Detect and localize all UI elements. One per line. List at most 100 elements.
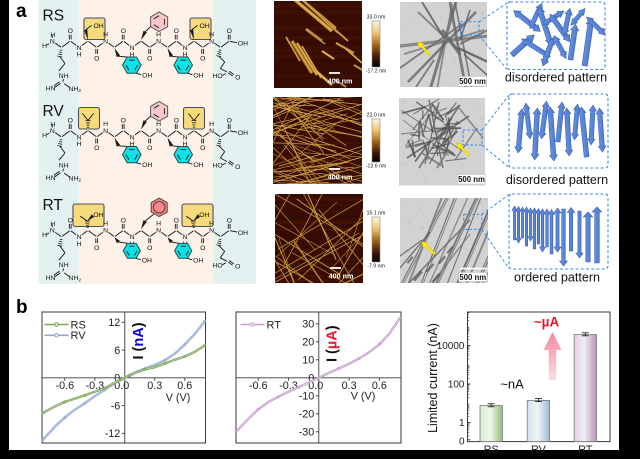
svg-text:O: O bbox=[68, 217, 73, 224]
svg-text:H: H bbox=[209, 221, 214, 228]
svg-text:15.1 nm: 15.1 nm bbox=[367, 211, 386, 217]
svg-text:O: O bbox=[94, 245, 99, 252]
svg-text:0: 0 bbox=[114, 373, 120, 385]
svg-text:H: H bbox=[50, 32, 55, 39]
svg-text:0: 0 bbox=[308, 373, 314, 385]
svg-text:OH: OH bbox=[93, 212, 103, 219]
svg-text:10: 10 bbox=[302, 355, 314, 367]
svg-text:O: O bbox=[68, 28, 73, 35]
svg-text:H: H bbox=[183, 52, 188, 59]
svg-text:N: N bbox=[183, 234, 188, 241]
svg-text:H: H bbox=[130, 141, 135, 148]
svg-text:0.3: 0.3 bbox=[147, 380, 162, 392]
svg-text:H: H bbox=[50, 221, 55, 228]
svg-text:H: H bbox=[77, 52, 82, 59]
svg-text:500 nm: 500 nm bbox=[459, 77, 486, 86]
svg-text:O: O bbox=[174, 118, 179, 125]
svg-text:~µA: ~µA bbox=[534, 315, 560, 330]
svg-text:N: N bbox=[50, 128, 55, 135]
svg-text:HN: HN bbox=[46, 275, 56, 282]
svg-text:V (V): V (V) bbox=[351, 390, 376, 402]
svg-text:N: N bbox=[103, 38, 108, 45]
svg-text:O: O bbox=[68, 118, 73, 125]
svg-text:O: O bbox=[235, 74, 240, 81]
svg-text:H: H bbox=[209, 121, 214, 128]
svg-text:O: O bbox=[200, 56, 205, 63]
svg-text:HN: HN bbox=[46, 175, 56, 182]
svg-text:20: 20 bbox=[302, 337, 314, 349]
svg-text:I (µA): I (µA) bbox=[324, 325, 340, 362]
svg-text:-0.6: -0.6 bbox=[249, 380, 268, 392]
svg-text:OH: OH bbox=[193, 73, 203, 80]
svg-text:Limited current (nA): Limited current (nA) bbox=[426, 323, 440, 433]
svg-text:1: 1 bbox=[459, 418, 465, 429]
svg-text:400 nm: 400 nm bbox=[328, 173, 353, 182]
svg-text:N: N bbox=[130, 234, 135, 241]
svg-text:N: N bbox=[50, 228, 55, 235]
svg-text:H: H bbox=[103, 31, 108, 38]
svg-text:disordered pattern: disordered pattern bbox=[505, 71, 607, 85]
svg-text:N: N bbox=[156, 228, 161, 235]
svg-text:500 nm: 500 nm bbox=[459, 273, 486, 282]
svg-text:H: H bbox=[42, 43, 47, 50]
svg-text:H: H bbox=[130, 52, 135, 59]
svg-text:O: O bbox=[94, 56, 99, 63]
svg-text:NH: NH bbox=[59, 73, 69, 80]
svg-text:NH2: NH2 bbox=[69, 86, 82, 94]
svg-text:N: N bbox=[183, 134, 188, 141]
svg-text:400 nm: 400 nm bbox=[329, 272, 354, 281]
svg-text:O: O bbox=[147, 56, 152, 63]
svg-text:RT: RT bbox=[43, 197, 64, 214]
svg-text:I (nA): I (nA) bbox=[131, 322, 147, 359]
svg-text:N: N bbox=[130, 45, 135, 52]
svg-text:O: O bbox=[235, 164, 240, 171]
svg-text:O: O bbox=[174, 217, 179, 224]
svg-text:N: N bbox=[103, 128, 108, 135]
svg-text:OH: OH bbox=[199, 212, 209, 219]
svg-text:OH: OH bbox=[193, 162, 203, 169]
svg-text:N: N bbox=[103, 228, 108, 235]
svg-text:-30: -30 bbox=[299, 427, 315, 439]
svg-text:disordered pattern: disordered pattern bbox=[506, 173, 608, 187]
svg-text:O: O bbox=[121, 28, 126, 35]
svg-text:OH: OH bbox=[238, 130, 248, 137]
svg-text:H: H bbox=[77, 241, 82, 248]
svg-text:-0.6: -0.6 bbox=[55, 380, 74, 392]
svg-text:NH2: NH2 bbox=[69, 175, 82, 183]
svg-text:N: N bbox=[183, 45, 188, 52]
svg-text:NH: NH bbox=[59, 162, 69, 169]
svg-text:OH: OH bbox=[142, 258, 152, 265]
svg-text:O: O bbox=[94, 145, 99, 152]
svg-text:33.0 nm: 33.0 nm bbox=[367, 15, 386, 21]
svg-text:O: O bbox=[147, 145, 152, 152]
svg-text:H: H bbox=[103, 121, 108, 128]
svg-text:N: N bbox=[77, 234, 82, 241]
svg-text:O: O bbox=[235, 264, 240, 271]
svg-text:O: O bbox=[147, 245, 152, 252]
svg-text:H: H bbox=[156, 221, 161, 228]
svg-text:N: N bbox=[156, 38, 161, 45]
svg-text:H: H bbox=[42, 132, 47, 139]
svg-text:N: N bbox=[209, 38, 214, 45]
svg-text:H: H bbox=[156, 31, 161, 38]
svg-text:-10: -10 bbox=[299, 391, 315, 403]
svg-text:O: O bbox=[227, 118, 232, 125]
svg-text:30: 30 bbox=[302, 319, 314, 331]
svg-text:0.0: 0.0 bbox=[114, 380, 129, 392]
svg-text:-20: -20 bbox=[299, 409, 315, 421]
svg-text:H: H bbox=[156, 121, 161, 128]
svg-text:O: O bbox=[174, 28, 179, 35]
svg-text:O: O bbox=[200, 145, 205, 152]
svg-text:N: N bbox=[209, 228, 214, 235]
svg-text:HO: HO bbox=[212, 163, 222, 170]
svg-text:b: b bbox=[16, 297, 28, 318]
svg-text:RV: RV bbox=[71, 330, 87, 342]
svg-text:ordered pattern: ordered pattern bbox=[514, 271, 600, 285]
svg-text:HN: HN bbox=[46, 86, 56, 93]
svg-text:6: 6 bbox=[114, 345, 120, 357]
svg-text:12: 12 bbox=[108, 317, 120, 329]
svg-text:O: O bbox=[227, 28, 232, 35]
svg-text:OH: OH bbox=[93, 23, 103, 30]
svg-text:H: H bbox=[42, 232, 47, 239]
svg-text:0.6: 0.6 bbox=[177, 380, 192, 392]
